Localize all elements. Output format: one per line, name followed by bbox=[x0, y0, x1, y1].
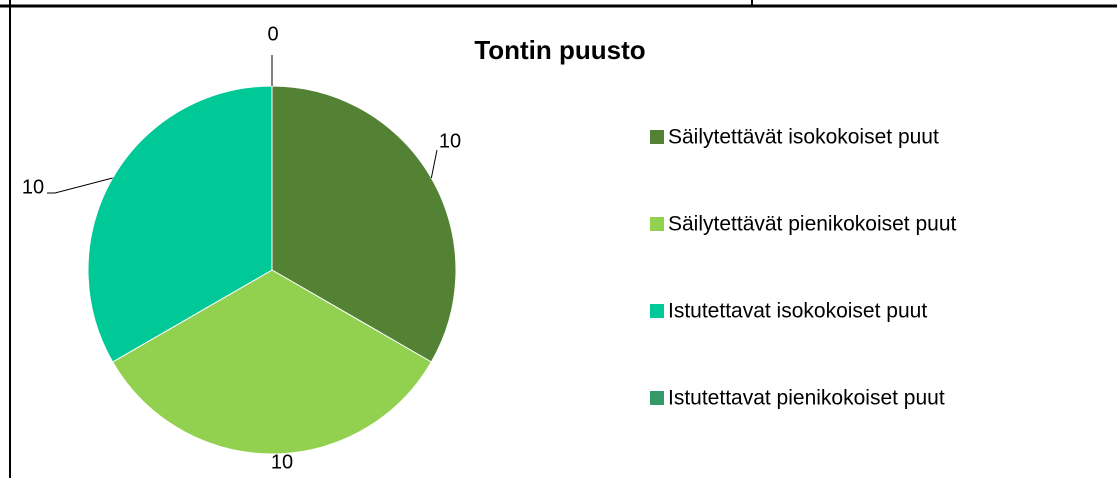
legend-swatch bbox=[650, 130, 664, 144]
legend-swatch bbox=[650, 391, 664, 405]
leader-line bbox=[47, 177, 113, 194]
data-label: 0 bbox=[267, 23, 278, 45]
legend-swatch bbox=[650, 217, 664, 231]
data-label: 10 bbox=[22, 176, 44, 198]
pie-slice bbox=[271, 85, 457, 363]
legend-label: Istutettavat pienikokoiset puut bbox=[668, 387, 945, 410]
pie-slice bbox=[111, 269, 433, 455]
leader-line bbox=[430, 149, 438, 179]
legend-label: Säilytettävät pienikokoiset puut bbox=[668, 213, 957, 236]
data-label: 10 bbox=[439, 130, 461, 152]
data-label: 10 bbox=[271, 451, 293, 473]
legend-label: Istutettavat isokokoiset puut bbox=[668, 300, 927, 323]
legend-label: Säilytettävät isokokoiset puut bbox=[668, 126, 939, 149]
legend-swatch bbox=[650, 304, 664, 318]
chart-title: Tontin puusto bbox=[474, 35, 645, 65]
pie-slice bbox=[87, 85, 273, 363]
